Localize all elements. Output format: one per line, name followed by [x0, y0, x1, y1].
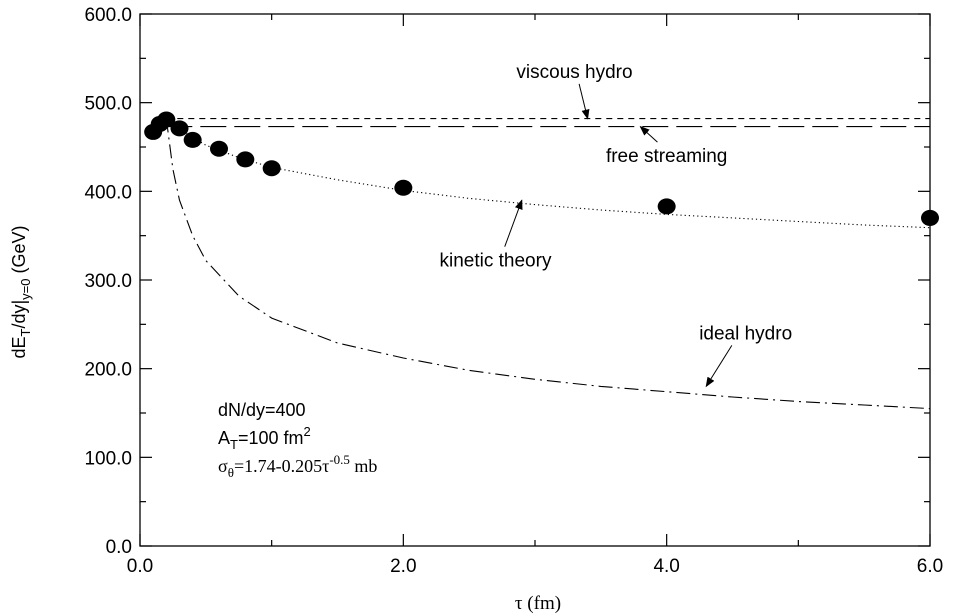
y-tick-label: 100.0: [84, 448, 132, 469]
annotation-layer: viscous hydro free streaming kinetic theor…: [440, 62, 792, 388]
y-axis-title: dET/dy|y=0 (GeV): [9, 225, 33, 358]
axes-group: 0.0 100.0 200.0 300.0 400.0 500.0 600.0 0.0 2.0 4…: [84, 5, 943, 577]
y-tick-label: 600.0: [84, 5, 132, 26]
annotation-arrow: [578, 83, 590, 120]
y-tick-label: 300.0: [84, 271, 132, 292]
data-point-marker: [921, 209, 939, 226]
x-tick-label: 6.0: [917, 556, 943, 577]
annotation-label: free streaming: [606, 146, 727, 167]
data-point-marker: [394, 179, 413, 196]
series-line-ideal-hydro: [165, 118, 931, 410]
data-point-marker: [236, 151, 255, 168]
param-dndy: dN/dy=400: [218, 400, 306, 420]
parameter-box: dN/dy=400 AT=100 fm2 σθ=1.74-0.205τ-0.5 …: [218, 400, 377, 480]
data-point-marker: [183, 131, 202, 148]
data-point-marker: [262, 160, 281, 177]
x-axis-title: τ (fm): [515, 593, 561, 614]
x-tick-label: 0.0: [127, 556, 153, 577]
data-point-marker: [210, 140, 228, 157]
y-tick-label: 500.0: [84, 94, 132, 115]
annotation-label: ideal hydro: [699, 323, 792, 344]
annotation-label: kinetic theory: [440, 251, 552, 272]
series-line-kinetic-theory: [165, 118, 931, 229]
param-cross-section: σθ=1.74-0.205τ-0.5 mb: [218, 452, 377, 480]
data-point-marker: [170, 120, 189, 137]
x-tick-label: 4.0: [653, 556, 679, 577]
y-tick-label: 0.0: [106, 537, 132, 558]
y-tick-label: 200.0: [84, 360, 132, 381]
data-point-marker: [657, 198, 676, 215]
y-tick-label: 400.0: [84, 182, 132, 203]
annotation-arrow: [639, 125, 658, 143]
annotation-arrow: [504, 199, 523, 247]
annotation-arrow: [705, 345, 733, 388]
annotation-label: viscous hydro: [516, 62, 632, 83]
marker-layer: [144, 111, 939, 226]
data-point-marker: [157, 111, 176, 128]
x-tick-label: 2.0: [390, 556, 416, 577]
param-area: AT=100 fm2: [218, 424, 311, 452]
